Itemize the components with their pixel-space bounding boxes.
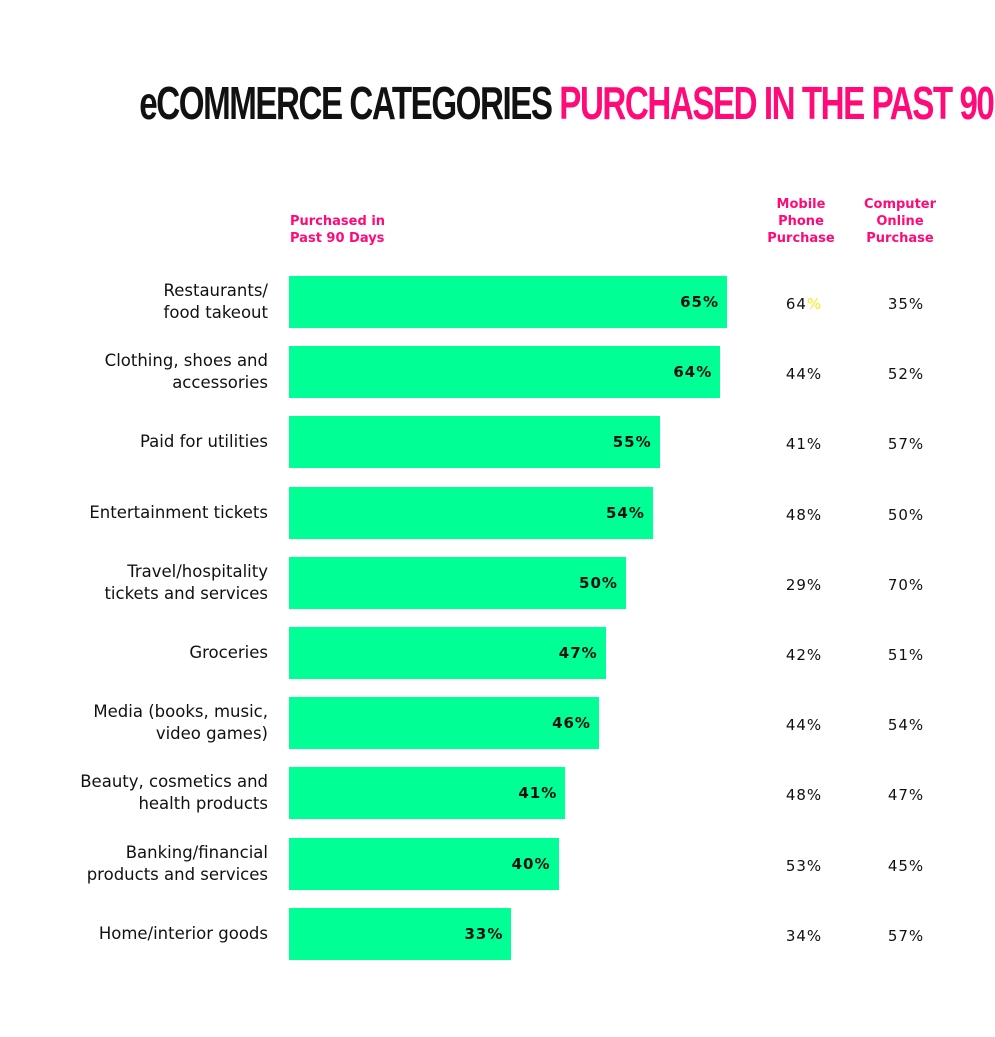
bar-value-label: 65% [680, 293, 719, 311]
category-label: Paid for utilities [139, 432, 268, 452]
bar: 47% [289, 627, 606, 679]
category-label: Restaurants/ food takeout [163, 281, 269, 322]
computer-value: 70% [887, 575, 925, 594]
bar-value-label: 64% [673, 363, 713, 382]
title-part-1: eCOMMERCE CATEGORIES [139, 77, 553, 129]
bar-value-label: 47% [558, 644, 598, 662]
computer-value: 45% [887, 856, 925, 875]
bar: 55% [289, 416, 660, 469]
bar-value-label: 50% [579, 573, 618, 592]
mobile-value: 29% [785, 575, 823, 594]
computer-value: 57% [887, 435, 925, 454]
chart-row: Entertainment tickets 54% 48% 50% [0, 486, 995, 539]
bar-value-label: 41% [518, 784, 558, 803]
header-mobile: Mobile Phone Purchase [767, 197, 835, 246]
header-computer: Computer Online Purchase [863, 197, 937, 246]
category-label: Banking/financial products and services [86, 842, 268, 884]
chart-row: Beauty, cosmetics and health products 41%… [0, 767, 995, 820]
mobile-value: 44% [785, 716, 823, 735]
mobile-value: 48% [785, 505, 823, 524]
mobile-value: 53% [785, 856, 823, 875]
bar: 40% [289, 837, 559, 890]
bar-value-label: 55% [612, 433, 652, 452]
category-label: Entertainment tickets [89, 502, 268, 522]
computer-value: 52% [887, 365, 925, 384]
category-label: Media (books, music, video games) [93, 702, 268, 744]
mobile-value: 42% [785, 646, 823, 664]
mobile-value: 34% [785, 926, 823, 945]
bar: 41% [289, 767, 566, 820]
chart-row: Restaurants/ food takeout 65% 64% 35% [0, 276, 995, 328]
bar-value-label: 40% [511, 854, 551, 873]
chart-row: Home/interior goods 33% 34% 57% [0, 907, 995, 960]
mobile-value: 41% [785, 435, 823, 454]
chart-row: Clothing, shoes and accessories 64% 44% 52% [0, 346, 995, 399]
header-purchased: Purchased in Past 90 Days [290, 214, 386, 246]
computer-value: 50% [887, 505, 925, 524]
computer-value: 54% [887, 716, 925, 735]
bar: 50% [289, 556, 626, 609]
chart-row: Paid for utilities 55% 41% 57% [0, 416, 995, 469]
bar-value-label: 33% [464, 924, 504, 943]
bar: 65% [289, 276, 727, 328]
computer-value: 47% [887, 786, 925, 805]
bar-value-label: 54% [605, 503, 645, 522]
category-label: Home/interior goods [98, 923, 268, 943]
chart-row: Banking/financial products and services 4… [0, 837, 995, 890]
category-label: Travel/hospitality tickets and services [104, 561, 268, 603]
bar: 33% [289, 907, 512, 960]
bar: 54% [289, 486, 653, 539]
chart-row: Travel/hospitality tickets and services 5… [0, 556, 995, 609]
category-label: Groceries [189, 643, 268, 662]
mobile-value: 64% [785, 295, 823, 313]
mobile-value: 44% [785, 365, 823, 384]
mobile-value: 48% [785, 786, 823, 805]
title-part-2: PURCHASED IN THE PAST 90 DAYS [559, 77, 995, 129]
category-label: Clothing, shoes and accessories [104, 351, 268, 393]
computer-value: 57% [887, 926, 925, 945]
computer-value: 51% [887, 646, 925, 664]
bar: 46% [289, 697, 599, 750]
computer-value: 35% [887, 295, 925, 313]
chart-row: Media (books, music, video games) 46% 44% 5… [0, 697, 995, 750]
bar: 64% [289, 346, 721, 399]
bar-value-label: 46% [552, 714, 591, 733]
chart-row: Groceries 47% 42% 51% [0, 627, 995, 679]
category-label: Beauty, cosmetics and health products [80, 772, 268, 814]
chart-title: eCOMMERCE CATEGORIES PURCHASED IN THE PA… [139, 76, 995, 130]
